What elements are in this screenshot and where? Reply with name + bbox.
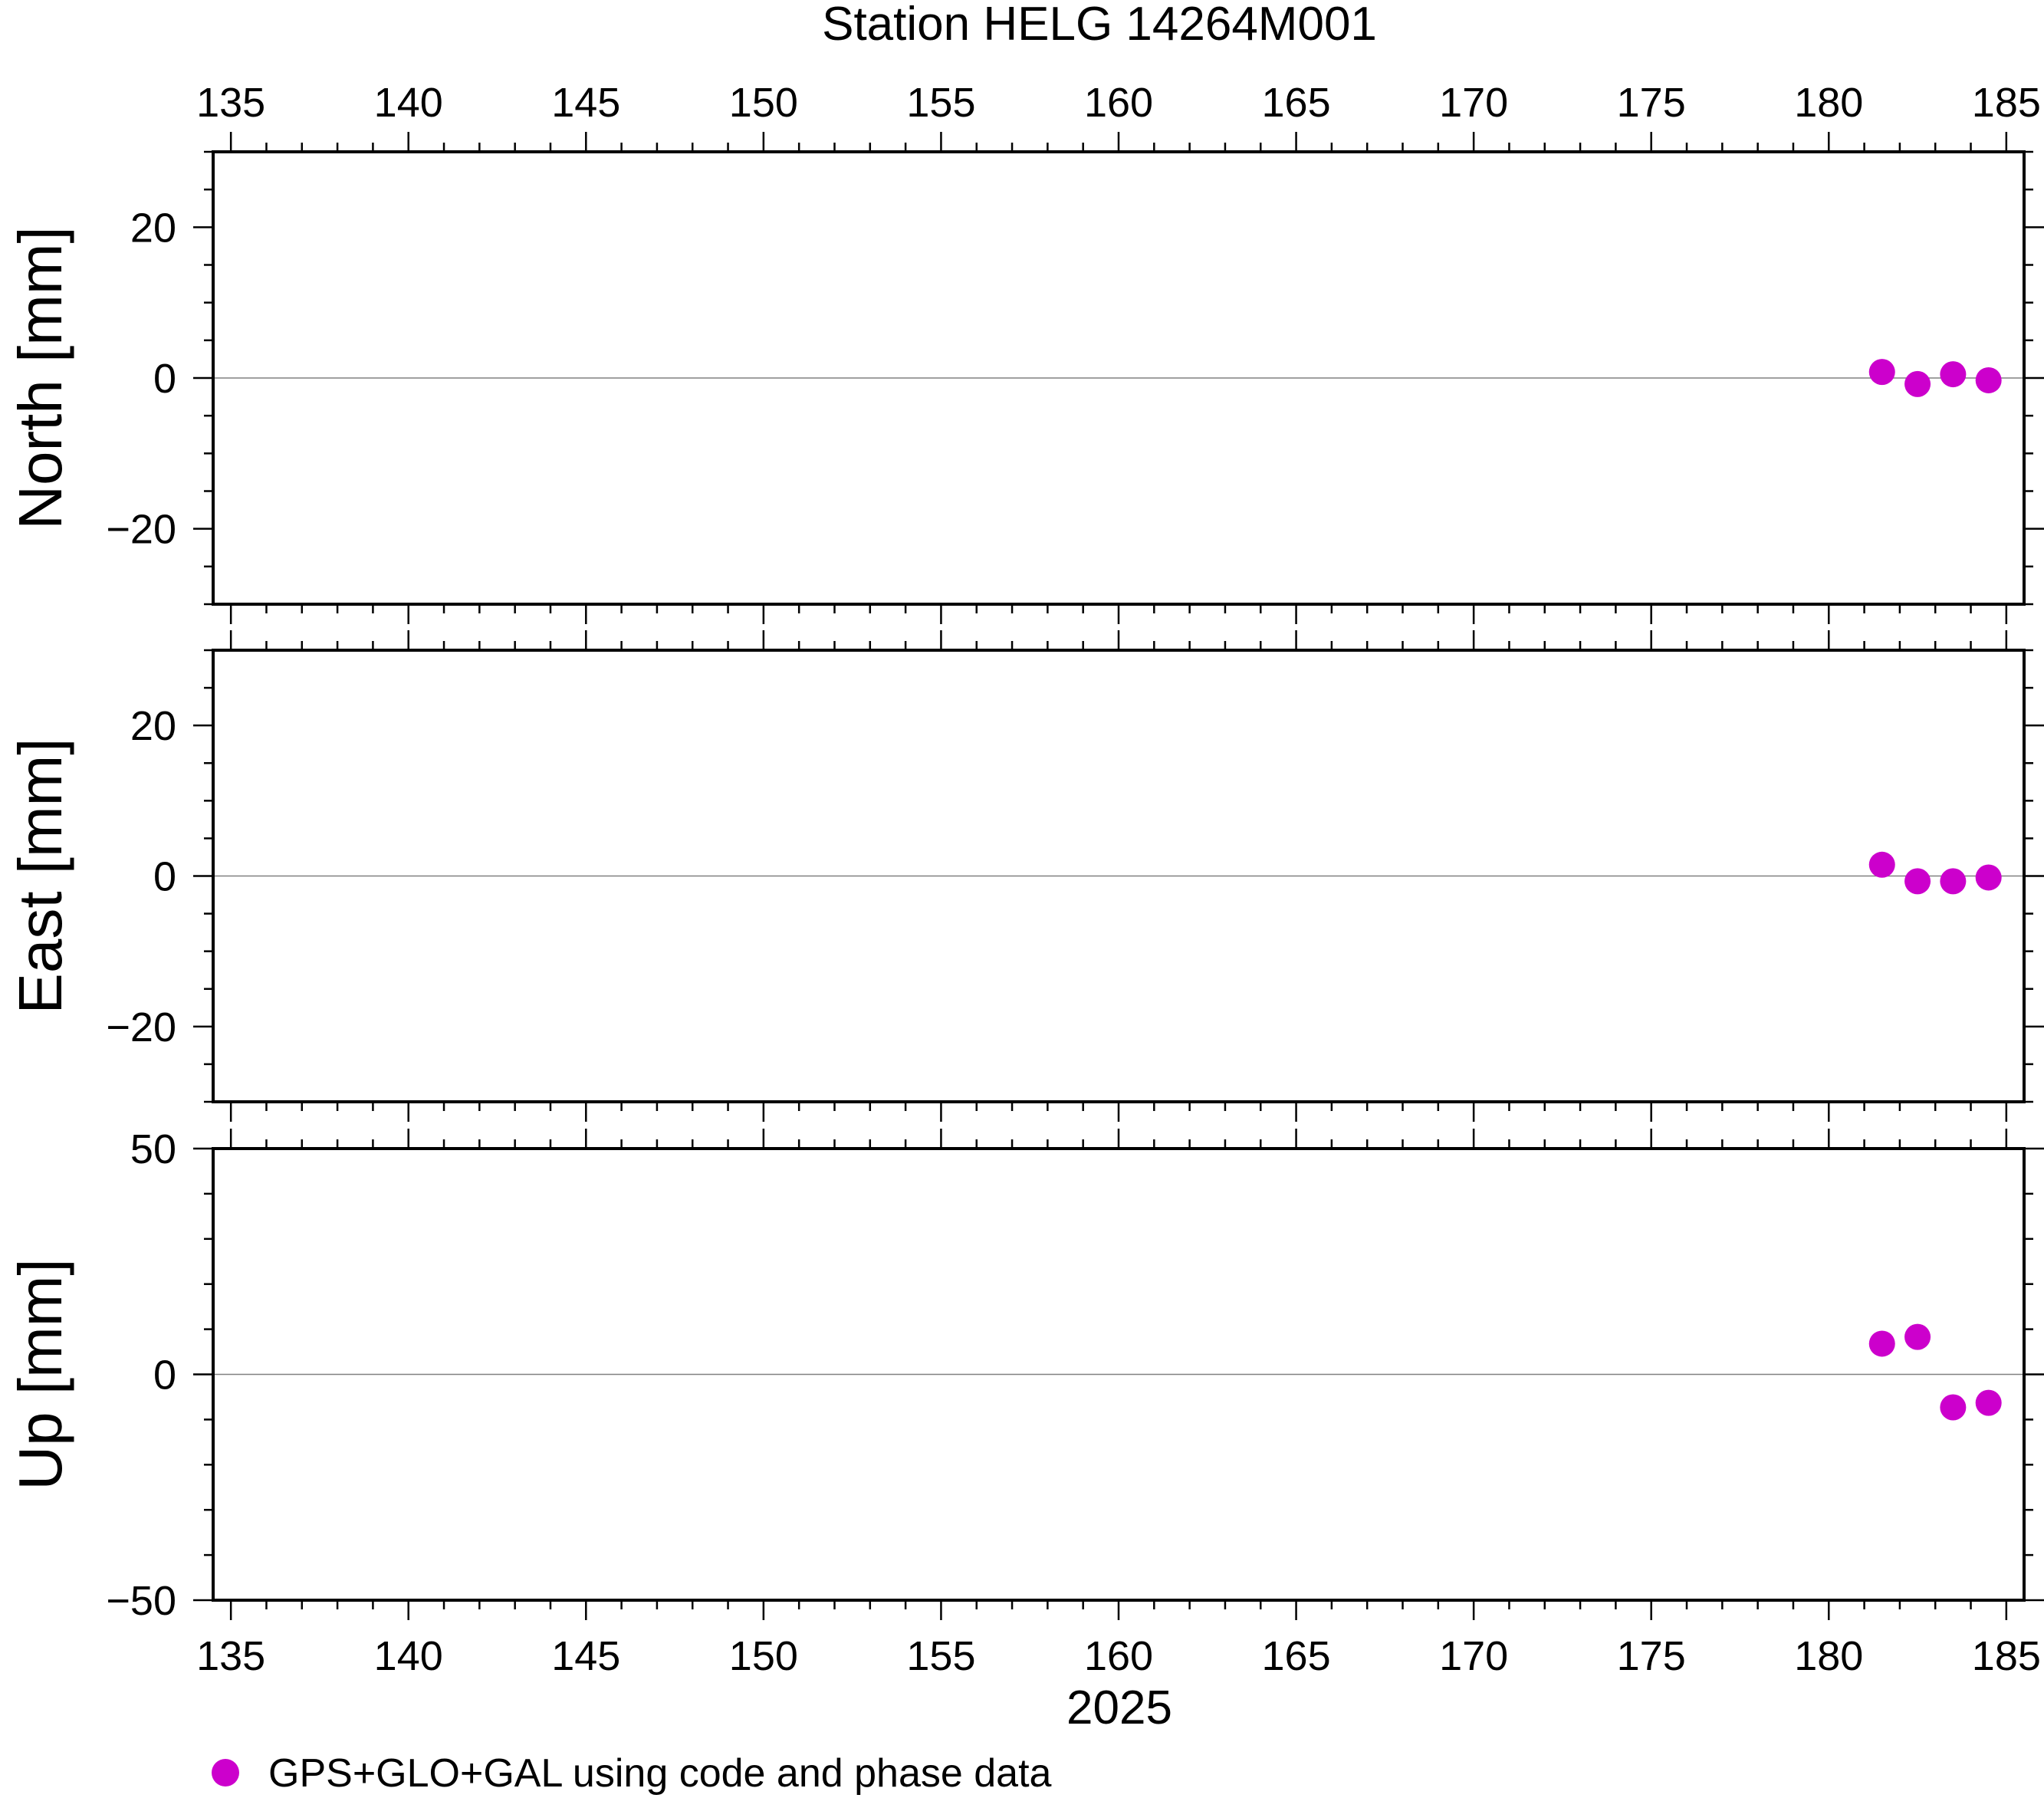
x-tick-label-bottom: 155 [906,1633,975,1679]
x-tick-label-bottom: 185 [1972,1633,2041,1679]
y-tick-label: 50 [130,1126,176,1172]
x-tick-label-bottom: 180 [1794,1633,1863,1679]
x-tick-label-top: 180 [1794,80,1863,126]
y-tick-label: 0 [153,356,176,402]
panels: 20 0 −20 North [mm] 20 0 −20 East [mm] 50 0 −50 Up … [6,132,2044,1624]
x-tick-label-bottom: 175 [1617,1633,1686,1679]
data-point [1904,868,1931,895]
x-tick-label-top: 140 [374,80,443,126]
y-tick-label: 20 [130,205,176,251]
panel-2: 20 0 −20 East [mm] [6,630,2044,1122]
x-tick-label-bottom: 135 [196,1633,265,1679]
x-tick-label-top: 160 [1084,80,1153,126]
y-axis-title: East [mm] [6,738,74,1014]
legend: GPS+GLO+GAL using code and phase data [212,1751,1052,1796]
x-tick-label-top: 155 [906,80,975,126]
panel-1: 20 0 −20 North [mm] [6,132,2044,624]
x-tick-label-bottom: 145 [551,1633,620,1679]
data-point [1940,1394,1967,1421]
x-axis: 135 135 140 140 145 145 150 150 155 155 160 160 165 1… [196,80,2041,1679]
x-tick-label-bottom: 150 [729,1633,798,1679]
x-tick-label-bottom: 165 [1262,1633,1331,1679]
panel-3: 50 0 −50 Up [mm] [6,1126,2044,1624]
y-tick-label: 20 [130,703,176,749]
x-tick-label-bottom: 160 [1084,1633,1153,1679]
legend-marker [212,1759,239,1786]
data-point [1868,1330,1895,1357]
data-point [1940,868,1967,895]
data-point [1904,370,1931,397]
x-axis-title: 2025 [1066,1681,1172,1734]
data-point [1975,1389,2002,1416]
legend-label: GPS+GLO+GAL using code and phase data [268,1751,1052,1796]
panel-frame [212,150,2026,606]
y-axis-title: North [mm] [6,226,74,530]
data-point [1975,367,2002,393]
x-tick-label-top: 135 [196,80,265,126]
x-tick-label-top: 150 [729,80,798,126]
x-tick-label-bottom: 170 [1439,1633,1508,1679]
x-tick-label-top: 185 [1972,80,2041,126]
data-point [1904,1323,1931,1350]
y-tick-label: −20 [106,1004,176,1050]
x-tick-label-top: 175 [1617,80,1686,126]
data-point [1868,359,1895,386]
y-axis-title: Up [mm] [6,1258,74,1490]
x-tick-label-top: 170 [1439,80,1508,126]
x-tick-label-top: 165 [1262,80,1331,126]
data-point [1975,864,2002,891]
chart-title: Station HELG 14264M001 [822,0,1377,51]
x-tick-label-top: 145 [551,80,620,126]
data-point [1940,361,1967,388]
y-tick-label: −50 [106,1578,176,1624]
panel-frame [212,649,2026,1103]
y-tick-label: −20 [106,507,176,553]
data-point [1868,851,1895,878]
panel-frame [212,1147,2026,1602]
y-tick-label: 0 [153,1353,176,1399]
x-tick-label-bottom: 140 [374,1633,443,1679]
y-tick-label: 0 [153,854,176,900]
